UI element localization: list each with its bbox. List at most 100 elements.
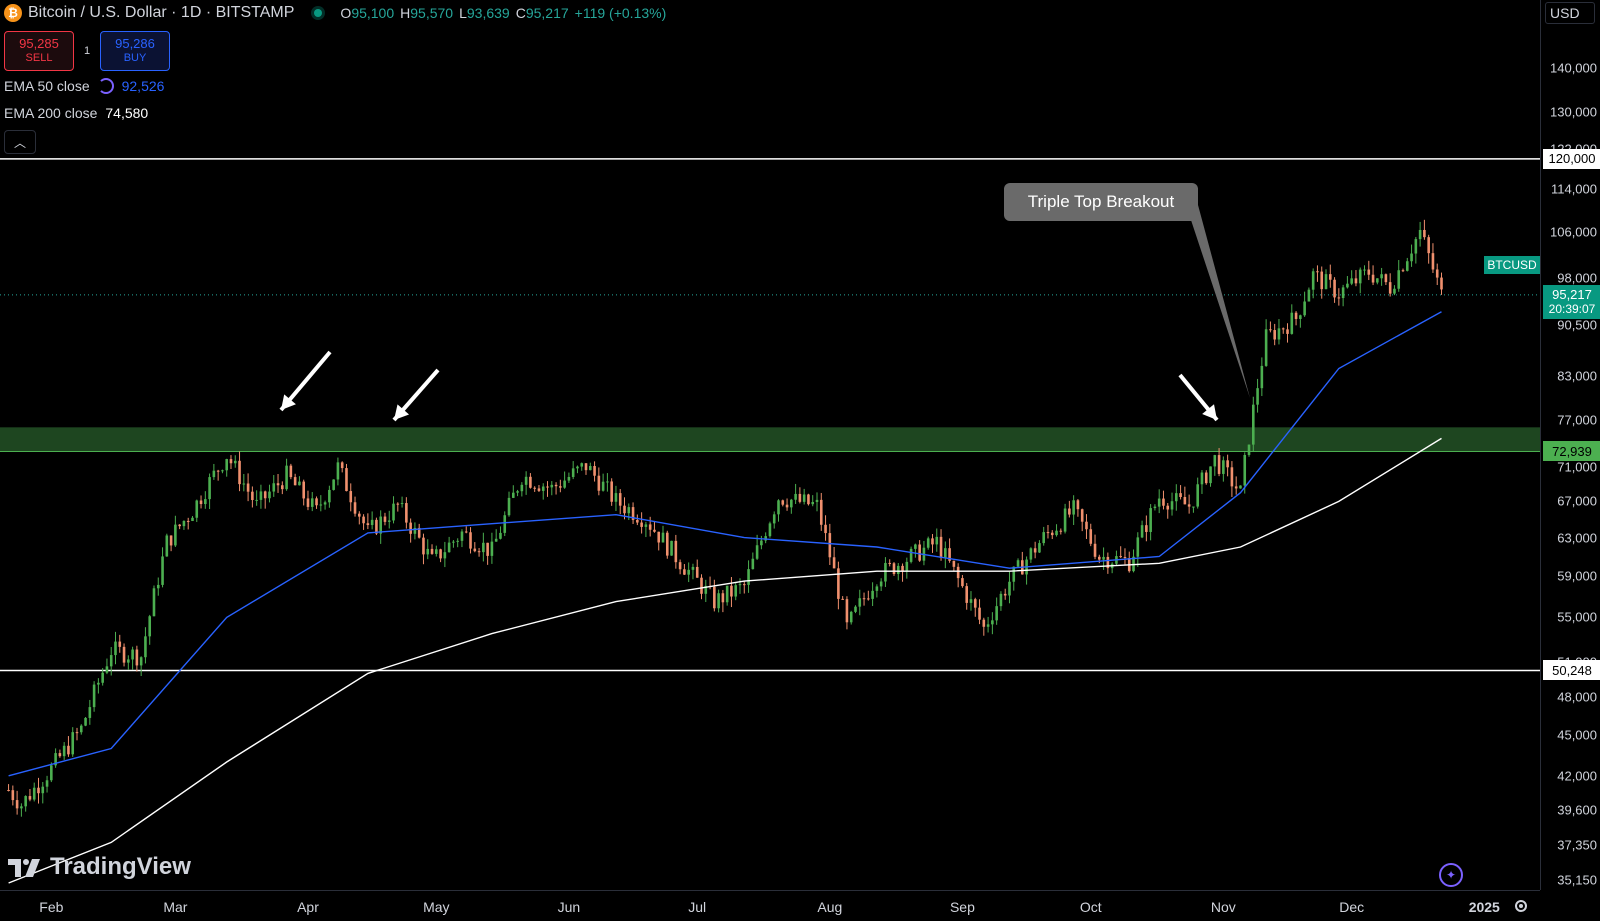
collapse-legend-button[interactable]: ︿ bbox=[4, 130, 36, 154]
candle-body bbox=[216, 470, 220, 472]
candle-body bbox=[1162, 498, 1165, 506]
candle-body bbox=[293, 477, 297, 486]
price-axis[interactable]: USD 140,000130,000122,000114,000106,0009… bbox=[1540, 0, 1600, 890]
sell-button[interactable]: 95,285 SELL bbox=[4, 31, 74, 71]
candle-body bbox=[948, 548, 951, 561]
candle-body bbox=[1050, 532, 1054, 536]
candle-body bbox=[725, 585, 729, 603]
candle-body bbox=[867, 598, 870, 600]
candle-body bbox=[601, 481, 605, 491]
month-label: Jul bbox=[688, 899, 707, 915]
chart-canvas[interactable] bbox=[0, 0, 1540, 890]
candle-body bbox=[636, 519, 639, 523]
candle-body bbox=[1093, 543, 1097, 557]
gear-icon[interactable] bbox=[1510, 895, 1532, 917]
candle-body bbox=[1175, 493, 1178, 502]
ema200-legend[interactable]: EMA 200 close 74,580 bbox=[4, 105, 148, 121]
candle-body bbox=[422, 537, 425, 555]
candle-body bbox=[1371, 274, 1375, 283]
candle-body bbox=[956, 566, 960, 579]
ema200-line bbox=[8, 437, 1442, 884]
candle-body bbox=[1136, 537, 1140, 557]
candle-body bbox=[473, 548, 477, 552]
candle-body bbox=[332, 479, 335, 490]
candle-body bbox=[1068, 508, 1071, 515]
ema50-label: EMA 50 close bbox=[4, 78, 90, 94]
bitcoin-icon: ₿ bbox=[4, 4, 22, 22]
change-value: +119 (+0.13%) bbox=[574, 5, 667, 21]
candle-body bbox=[1405, 261, 1409, 271]
symbol-title[interactable]: Bitcoin / U.S. Dollar · 1D · BITSTAMP bbox=[28, 4, 295, 21]
candle-body bbox=[20, 806, 23, 809]
candle-body bbox=[1192, 506, 1195, 508]
candle-body bbox=[1038, 543, 1041, 553]
candle-body bbox=[28, 796, 32, 800]
candle-body bbox=[435, 549, 438, 554]
price-tick: 106,000 bbox=[1550, 224, 1597, 240]
candle-body bbox=[854, 606, 857, 612]
candle-body bbox=[1384, 274, 1388, 283]
candle-body bbox=[430, 548, 434, 554]
candle-body bbox=[1440, 277, 1443, 290]
candle-body bbox=[841, 598, 844, 600]
candle-body bbox=[593, 466, 596, 476]
ema50-value: 92,526 bbox=[121, 78, 165, 94]
candle-body bbox=[849, 611, 853, 623]
candle-body bbox=[1157, 498, 1161, 507]
candle-body bbox=[195, 500, 199, 518]
candle-body bbox=[815, 499, 819, 503]
candle-body bbox=[879, 581, 883, 587]
candle-body bbox=[276, 483, 280, 486]
candle-body bbox=[1166, 505, 1170, 510]
candle-body bbox=[832, 557, 836, 569]
low-value: 93,639 bbox=[466, 5, 510, 21]
candle-body bbox=[135, 649, 139, 666]
candle-body bbox=[1085, 521, 1088, 530]
candle-body bbox=[1055, 530, 1058, 536]
candle-body bbox=[730, 585, 733, 597]
month-label: Mar bbox=[163, 899, 188, 915]
price-tick: 77,000 bbox=[1557, 412, 1597, 428]
candle-body bbox=[1076, 500, 1080, 510]
low-key: L bbox=[459, 5, 467, 21]
candle-body bbox=[1367, 269, 1371, 275]
currency-button[interactable]: USD bbox=[1545, 2, 1595, 24]
triple-top-callout[interactable]: Triple Top Breakout bbox=[1004, 183, 1198, 221]
candle-body bbox=[653, 529, 656, 532]
candle-body bbox=[798, 493, 802, 502]
candle-body bbox=[199, 500, 203, 505]
price-tick: 114,000 bbox=[1550, 181, 1597, 197]
trade-buttons: 95,285 SELL 1 95,286 BUY bbox=[4, 31, 170, 71]
market-status-icon[interactable] bbox=[314, 9, 323, 17]
candle-body bbox=[298, 481, 301, 486]
candle-body bbox=[400, 503, 404, 505]
sparkle-icon[interactable]: ✦ bbox=[1439, 863, 1463, 887]
open-key: O bbox=[340, 5, 352, 21]
candle-body bbox=[1230, 467, 1234, 487]
price-tick: 130,000 bbox=[1550, 104, 1597, 120]
candle-body bbox=[674, 540, 678, 563]
candle-body bbox=[54, 753, 57, 766]
candle-body bbox=[644, 524, 648, 527]
candle-body bbox=[742, 584, 746, 586]
candle-body bbox=[1217, 455, 1221, 474]
candle-body bbox=[460, 531, 464, 541]
candle-body bbox=[713, 586, 716, 609]
ema50-legend[interactable]: EMA 50 close 92,526 bbox=[4, 78, 164, 94]
candle-body bbox=[353, 502, 357, 514]
candle-body bbox=[486, 542, 489, 556]
time-axis[interactable]: Feb Mar Apr May Jun Jul Aug Sep Oct Nov Dec 2025 bbox=[0, 890, 1540, 921]
candle-body bbox=[1350, 278, 1353, 284]
candle-body bbox=[909, 548, 913, 562]
candle-body bbox=[503, 515, 507, 533]
candle-body bbox=[456, 540, 459, 542]
candle-body bbox=[1200, 472, 1204, 485]
chart-pane[interactable] bbox=[0, 0, 1540, 890]
candle-body bbox=[961, 578, 964, 587]
candle-body bbox=[516, 491, 519, 493]
buy-button[interactable]: 95,286 BUY bbox=[100, 31, 170, 71]
candle-body bbox=[345, 468, 348, 492]
candle-body bbox=[781, 500, 785, 505]
month-label: Apr bbox=[297, 899, 319, 915]
price-tick: 35,150 bbox=[1557, 872, 1597, 888]
